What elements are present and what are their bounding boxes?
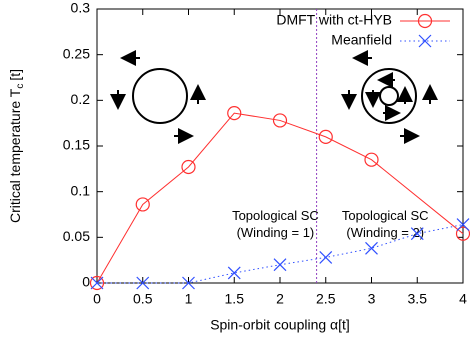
- point: [410, 227, 424, 241]
- point: [318, 129, 333, 144]
- point: [90, 276, 104, 290]
- series-line: [96, 112, 464, 284]
- x-tick-label: 2: [276, 291, 284, 307]
- x-tick-label: 0.5: [133, 291, 153, 307]
- annotation: (Winding = 1): [237, 225, 315, 240]
- y-tick-label: 0: [82, 274, 90, 290]
- x-tick-label: 1: [185, 291, 193, 307]
- point: [364, 152, 379, 167]
- x-tick-label: 1.5: [225, 291, 245, 307]
- y-tick-label: 0.1: [71, 182, 91, 198]
- point: [227, 106, 242, 121]
- legend-label: Meanfield: [331, 32, 392, 48]
- legend-label: DMFT with ct-HYB: [276, 12, 392, 28]
- x-tick-label: 4: [459, 291, 467, 307]
- point: [319, 251, 333, 264]
- annotation: Topological SC: [342, 208, 429, 223]
- y-label-sub: c: [15, 84, 26, 89]
- y-label-main: Critical temperature T: [7, 88, 23, 223]
- point: [227, 266, 241, 280]
- x-tick-label: 3.5: [408, 291, 428, 307]
- point: [272, 113, 288, 128]
- annotation: Topological SC: [232, 208, 319, 223]
- point: [181, 159, 196, 175]
- point: [273, 258, 287, 272]
- point: [182, 276, 195, 290]
- y-tick-label: 0.2: [71, 91, 91, 107]
- point: [89, 275, 105, 291]
- y-tick-label: 0.15: [63, 137, 90, 153]
- y-tick-label: 0.05: [63, 228, 90, 244]
- point: [136, 276, 150, 290]
- point: [456, 218, 470, 231]
- x-tick-label: 2.5: [316, 291, 336, 307]
- point: [135, 197, 150, 212]
- annotation: (Winding = 2): [346, 225, 424, 240]
- x-tick-label: 0: [93, 291, 101, 307]
- plot-frame: [96, 8, 464, 284]
- point: [365, 241, 378, 255]
- legend-marker: [418, 34, 432, 48]
- y-tick-label: 0.3: [71, 0, 91, 16]
- x-tick-label: 3: [368, 291, 376, 307]
- y-axis-label: Critical temperature Tc [t]: [7, 69, 26, 223]
- legend-marker: [417, 13, 433, 29]
- winding-icons: [110, 50, 438, 144]
- x-axis-label: Spin-orbit coupling α[t]: [210, 317, 350, 333]
- y-tick-label: 0.25: [63, 45, 90, 61]
- y-label-unit: [t]: [7, 69, 23, 81]
